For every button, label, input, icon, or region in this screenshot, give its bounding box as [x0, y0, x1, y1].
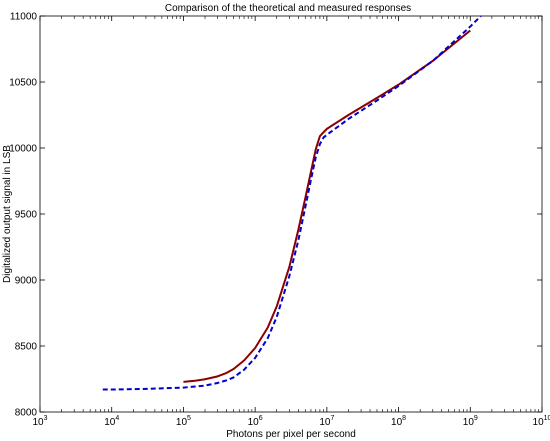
y-axis-label: Digitalized output signal in LSB [2, 145, 13, 283]
x-tick-label: 1010 [533, 415, 550, 428]
x-tick-label: 104 [104, 415, 119, 428]
series-line-2 [102, 15, 482, 391]
y-tick-label: 9000 [15, 276, 38, 287]
series-line-1 [183, 29, 471, 383]
x-axis-label: Photons per pixel per second [226, 429, 356, 440]
y-tick-label: 10000 [9, 144, 37, 155]
y-tick-label: 11000 [10, 12, 38, 23]
x-tick-label: 105 [176, 415, 191, 428]
x-tick-label: 103 [32, 415, 47, 428]
axis-ticks: 103 104 105 106 107 108 109 1010 8000 8500 9000 950… [9, 12, 550, 429]
x-tick-label: 108 [391, 415, 406, 428]
y-tick-label: 8000 [15, 408, 38, 419]
y-tick-label: 8500 [15, 342, 38, 353]
y-tick-label: 9500 [15, 210, 38, 221]
plot-area [39, 15, 543, 413]
chart-title: Comparison of the theoretical and measur… [165, 3, 411, 14]
y-tick-label: 10500 [9, 78, 37, 89]
x-tick-label: 109 [463, 415, 478, 428]
x-tick-label: 107 [319, 415, 334, 428]
x-tick-label: 106 [248, 415, 263, 428]
series-layer [102, 15, 482, 391]
